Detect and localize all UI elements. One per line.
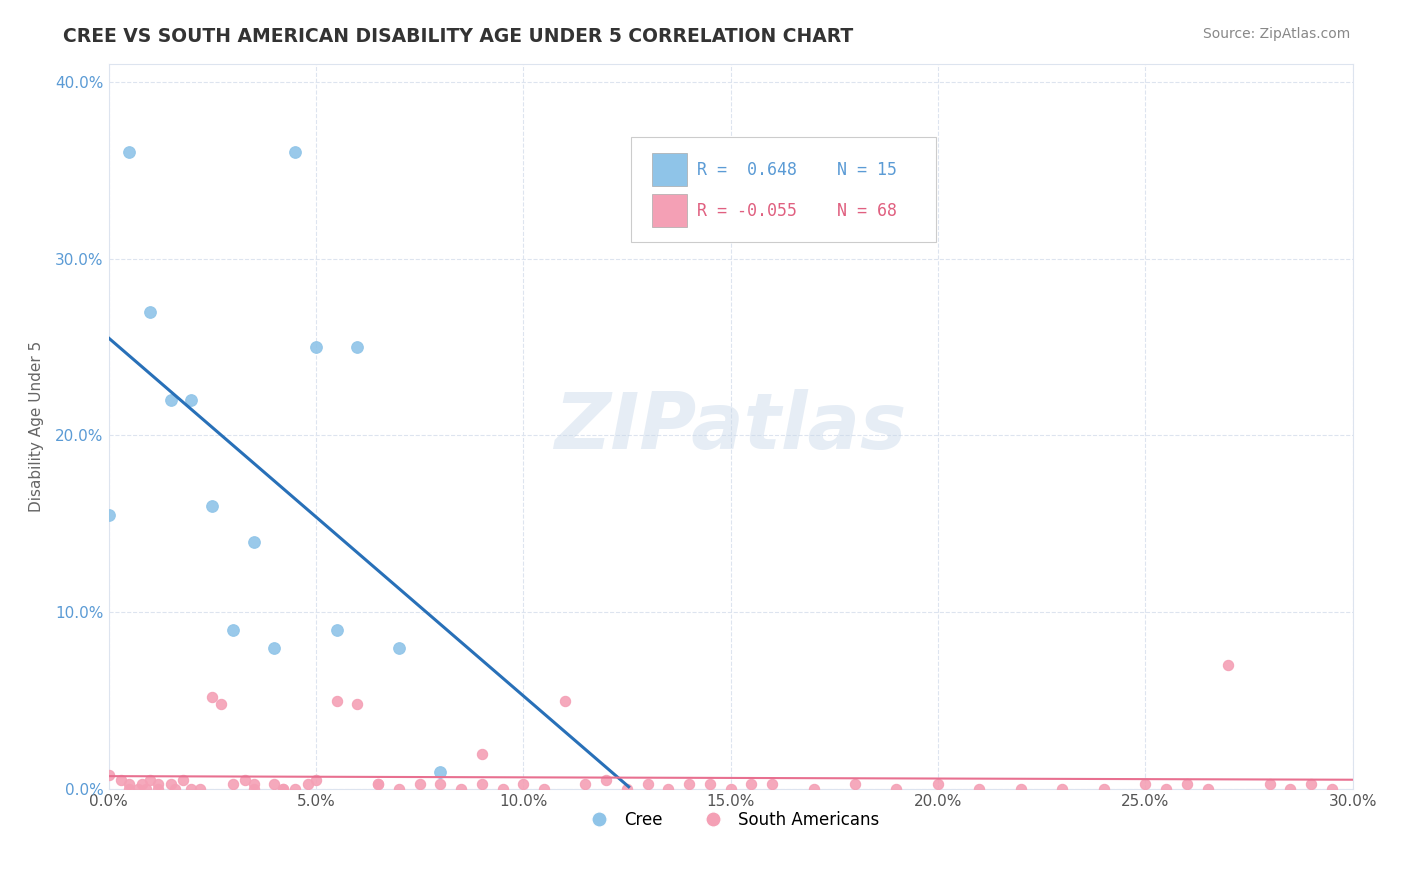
Point: [761, 777, 783, 791]
Point: [1218, 658, 1240, 673]
Point: [471, 777, 494, 791]
Point: [118, 782, 141, 797]
Point: [1010, 782, 1032, 797]
Point: [271, 782, 294, 797]
Point: [325, 694, 347, 708]
Point: [429, 777, 451, 791]
Point: [429, 764, 451, 779]
Point: [657, 782, 679, 797]
Point: [139, 773, 162, 788]
Point: [699, 777, 721, 791]
Point: [135, 782, 157, 797]
Point: [1175, 777, 1198, 791]
Point: [346, 340, 368, 354]
Point: [927, 777, 949, 791]
Point: [367, 777, 389, 791]
Point: [1135, 777, 1157, 791]
Point: [408, 777, 430, 791]
Point: [209, 698, 232, 712]
Point: [450, 782, 472, 797]
Text: CREE VS SOUTH AMERICAN DISABILITY AGE UNDER 5 CORRELATION CHART: CREE VS SOUTH AMERICAN DISABILITY AGE UN…: [63, 27, 853, 45]
Point: [263, 777, 285, 791]
Point: [346, 698, 368, 712]
Point: [1258, 777, 1281, 791]
Point: [242, 782, 264, 797]
Point: [242, 534, 264, 549]
Point: [388, 640, 411, 655]
Point: [172, 773, 194, 788]
Point: [491, 782, 513, 797]
Point: [148, 777, 170, 791]
Point: [188, 782, 211, 797]
Point: [201, 500, 224, 514]
Point: [235, 773, 257, 788]
Point: [263, 640, 285, 655]
Text: ZIPatlas: ZIPatlas: [554, 389, 907, 465]
Point: [180, 782, 202, 797]
Point: [969, 782, 991, 797]
Point: [222, 777, 245, 791]
Point: [595, 773, 617, 788]
Point: [201, 690, 224, 705]
Point: [110, 773, 132, 788]
Point: [305, 773, 328, 788]
Point: [1301, 777, 1323, 791]
Point: [127, 782, 149, 797]
FancyBboxPatch shape: [631, 136, 936, 242]
Point: [1279, 782, 1302, 797]
Point: [297, 777, 319, 791]
Text: Source: ZipAtlas.com: Source: ZipAtlas.com: [1202, 27, 1350, 41]
Point: [180, 393, 202, 408]
Point: [1092, 782, 1115, 797]
Bar: [652, 153, 688, 186]
Point: [533, 782, 555, 797]
Text: R = -0.055    N = 68: R = -0.055 N = 68: [697, 202, 897, 219]
Point: [554, 694, 576, 708]
Point: [678, 777, 700, 791]
Point: [163, 782, 186, 797]
Point: [139, 304, 162, 318]
Point: [1154, 782, 1177, 797]
Point: [97, 768, 120, 782]
Point: [720, 782, 742, 797]
Point: [118, 777, 141, 791]
Point: [512, 777, 534, 791]
Point: [242, 777, 264, 791]
Point: [97, 508, 120, 522]
Point: [131, 777, 153, 791]
Point: [616, 782, 638, 797]
Point: [471, 747, 494, 761]
Point: [159, 777, 181, 791]
Point: [159, 393, 181, 408]
Point: [305, 340, 328, 354]
Point: [740, 777, 762, 791]
Legend: Cree, South Americans: Cree, South Americans: [575, 804, 886, 835]
Point: [367, 777, 389, 791]
Point: [284, 782, 307, 797]
Point: [148, 782, 170, 797]
Bar: [652, 194, 688, 227]
Point: [388, 782, 411, 797]
Point: [803, 782, 825, 797]
Point: [637, 777, 659, 791]
Point: [574, 777, 596, 791]
Point: [325, 623, 347, 637]
Point: [284, 145, 307, 160]
Point: [1052, 782, 1074, 797]
Text: R =  0.648    N = 15: R = 0.648 N = 15: [697, 161, 897, 178]
Point: [271, 782, 294, 797]
Y-axis label: Disability Age Under 5: Disability Age Under 5: [30, 341, 44, 512]
Point: [886, 782, 908, 797]
Point: [118, 145, 141, 160]
Point: [222, 623, 245, 637]
Point: [1197, 782, 1219, 797]
Point: [1320, 782, 1343, 797]
Point: [844, 777, 866, 791]
